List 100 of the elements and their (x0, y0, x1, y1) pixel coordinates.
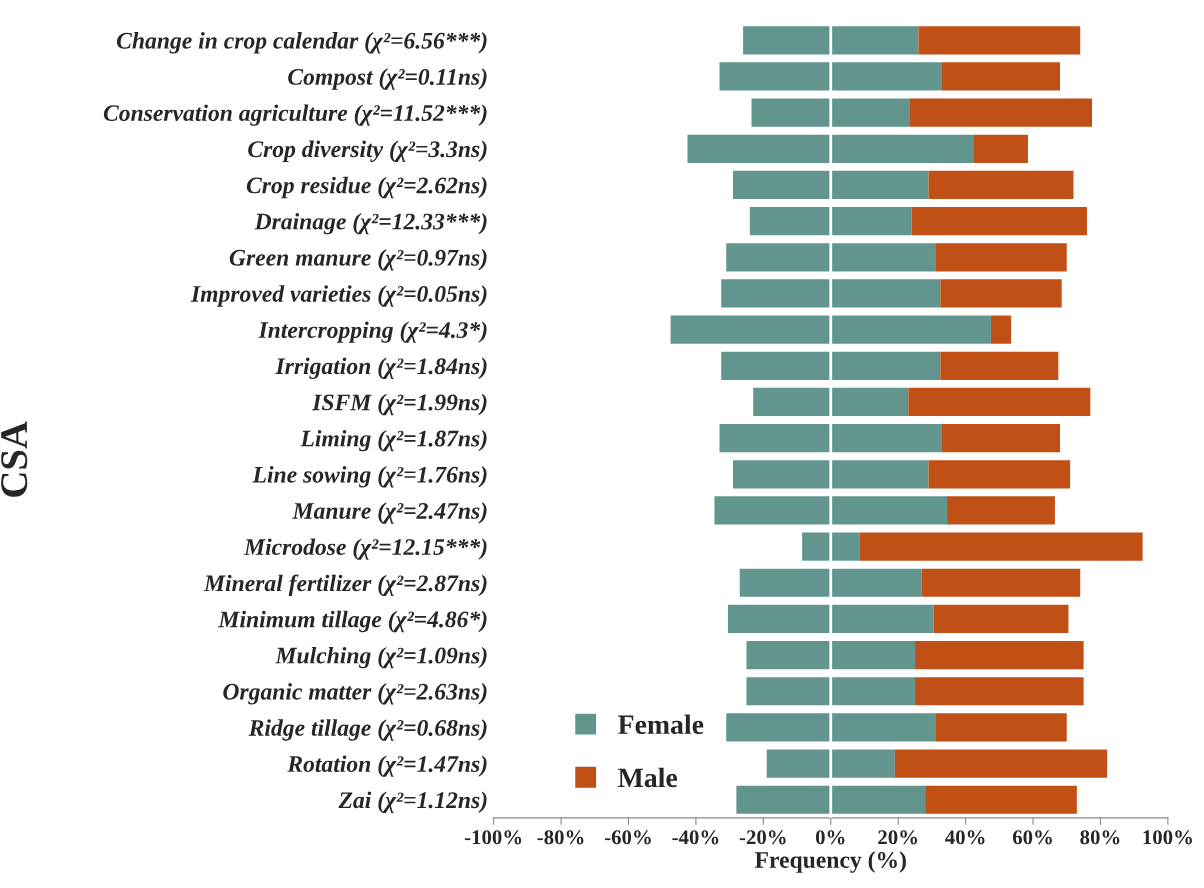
x-tick-label: 20% (878, 830, 918, 845)
bar (753, 387, 831, 417)
bar (739, 568, 831, 597)
bar (727, 604, 831, 634)
x-axis-title: Frequency (%) (754, 851, 906, 873)
x-tick-label: 80% (1080, 830, 1120, 845)
y-tick-label: Crop residue (χ²=2.62ns) (246, 176, 487, 199)
bar (719, 62, 831, 91)
x-tick-label: -80% (537, 830, 584, 845)
bar (830, 568, 922, 597)
bar (743, 26, 831, 55)
y-tick-label: Drainage (χ²=12.33***) (254, 212, 487, 235)
y-tick-label: Compost (χ²=0.11ns) (288, 68, 487, 90)
bar (746, 641, 831, 670)
x-tick-label: -100% (464, 830, 522, 845)
y-tick-label: Minimum tillage (χ²=4.86*) (218, 610, 487, 633)
bar (830, 785, 926, 814)
bar (940, 279, 1062, 308)
y-tick-label: Intercropping (χ²=4.3*) (258, 321, 487, 343)
bar (928, 170, 1074, 200)
y-tick-label: Microdose (χ²=12.15***) (243, 538, 487, 560)
bar (749, 207, 831, 236)
bar (909, 98, 1093, 127)
bar (935, 713, 1067, 742)
x-tick-label: 60% (1012, 830, 1052, 845)
bar (830, 460, 929, 489)
bar (990, 315, 1012, 344)
y-tick-label: Mineral fertilizer (χ²=2.87ns) (203, 574, 487, 597)
y-tick-label: Organic matter (χ²=2.63ns) (223, 683, 487, 705)
legend-label: Male (618, 767, 678, 788)
bar (746, 677, 831, 706)
bar (933, 604, 1069, 634)
y-tick-label: Crop diversity (χ²=3.3ns) (248, 140, 487, 163)
bar (721, 351, 831, 380)
bar (687, 134, 831, 163)
bar (726, 713, 831, 742)
bar (830, 604, 934, 634)
bar (830, 641, 916, 670)
bar (830, 713, 936, 742)
y-tick-label: Line sowing (χ²=1.76ns) (252, 466, 487, 488)
bar (766, 749, 831, 778)
bar (733, 460, 831, 489)
bar (802, 532, 831, 561)
bar (935, 243, 1067, 272)
bar (942, 424, 1060, 453)
bar (830, 496, 948, 525)
x-tick-label: 0% (815, 830, 845, 845)
bar (736, 785, 831, 814)
bar (719, 424, 831, 453)
y-tick-label: Zai (χ²=1.12ns) (338, 791, 487, 813)
bar (915, 677, 1084, 706)
legend-label: Female (618, 714, 704, 735)
y-tick-label: Improved varieties (χ²=0.05ns) (190, 285, 487, 307)
bar (830, 62, 943, 91)
x-tick-label: -60% (604, 830, 651, 845)
y-tick-label: Conservation agriculture (χ²=11.52***) (103, 104, 487, 126)
bar (908, 387, 1091, 417)
bar (830, 351, 941, 380)
x-tick-label: 100% (1143, 830, 1192, 845)
bar (830, 98, 910, 127)
bar (928, 460, 1071, 489)
bar (894, 749, 1108, 778)
bar (911, 207, 1087, 236)
bar (714, 496, 831, 525)
bar (751, 98, 831, 127)
bar (830, 26, 919, 55)
bar (670, 315, 831, 344)
bar (915, 641, 1084, 670)
x-tick-label: -40% (672, 830, 719, 845)
bar (830, 134, 975, 163)
bar (830, 387, 909, 417)
y-tick-label: Green manure (χ²=0.97ns) (229, 249, 487, 271)
bar (830, 677, 916, 706)
bar (947, 496, 1055, 525)
bar (733, 170, 831, 200)
bar (830, 207, 912, 236)
bar (726, 243, 831, 272)
y-tick-label: Irrigation (χ²=1.84ns) (275, 357, 487, 379)
bar (830, 315, 991, 344)
bar (830, 749, 895, 778)
bar (830, 532, 860, 561)
y-tick-label: Ridge tillage (χ²=0.68ns) (248, 719, 487, 741)
bar (721, 279, 831, 308)
y-tick-label: Manure (χ²=2.47ns) (292, 502, 487, 524)
bar (974, 134, 1028, 163)
y-tick-label: Liming (χ²=1.87ns) (300, 429, 487, 452)
bar (859, 532, 1143, 561)
x-tick-label: 40% (945, 830, 985, 845)
bar (940, 351, 1059, 380)
bar (921, 568, 1081, 597)
y-tick-label: Rotation (χ²=1.47ns) (287, 755, 487, 777)
x-tick-label: -20% (739, 830, 786, 845)
bar (918, 26, 1081, 55)
bar (830, 243, 936, 272)
y-axis-title: CSA (1, 421, 28, 497)
bar (830, 424, 943, 453)
bar (830, 170, 929, 200)
bar (925, 785, 1077, 814)
y-tick-label: Mulching (χ²=1.09ns) (275, 646, 487, 669)
y-tick-label: ISFM (χ²=1.99ns) (312, 393, 487, 416)
